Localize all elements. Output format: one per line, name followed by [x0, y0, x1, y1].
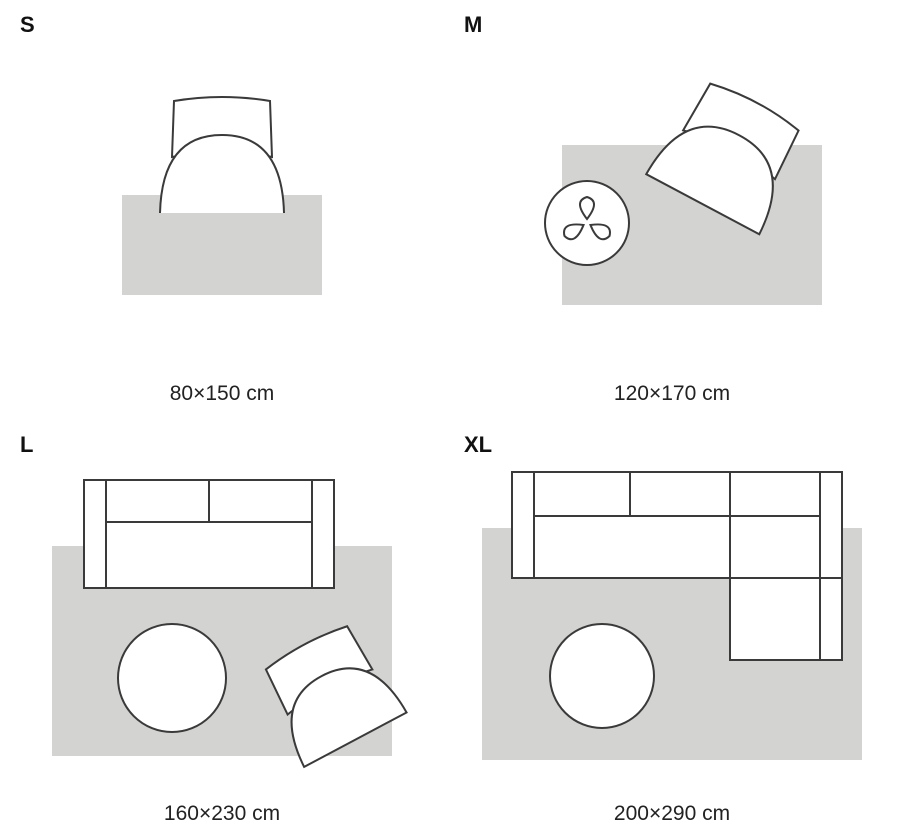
size-illus-l — [18, 434, 426, 796]
size-cell-s: S 80×150 cm — [0, 0, 444, 420]
size-cell-xl: XL — [444, 420, 900, 840]
size-dimensions-l: 160×230 cm — [18, 796, 426, 830]
size-code-m: M — [464, 12, 482, 38]
size-illus-s — [18, 14, 426, 376]
sofa-icon — [84, 480, 334, 588]
size-dimensions-m: 120×170 cm — [462, 376, 882, 410]
size-code-s: S — [20, 12, 35, 38]
size-dimensions-s: 80×150 cm — [18, 376, 426, 410]
size-dimensions-xl: 200×290 cm — [462, 796, 882, 830]
size-code-l: L — [20, 432, 33, 458]
size-illus-m — [462, 14, 882, 376]
size-illus-xl — [462, 434, 882, 796]
rug-size-grid: S 80×150 cm M — [0, 0, 900, 840]
size-cell-m: M 120×170 cm — [444, 0, 900, 420]
size-code-xl: XL — [464, 432, 492, 458]
size-cell-l: L — [0, 420, 444, 840]
